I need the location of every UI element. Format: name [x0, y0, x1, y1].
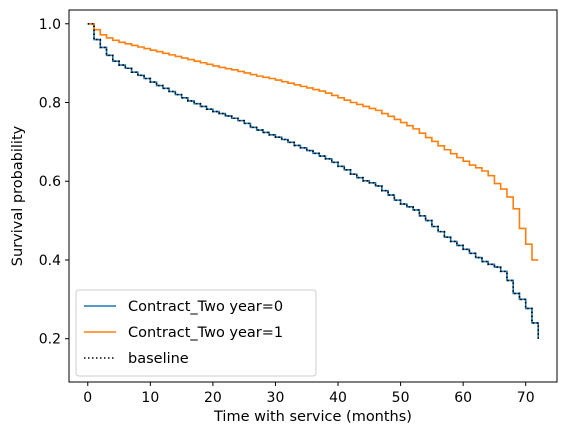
y-axis-ticks: 0.2 0.4 0.6 0.8 1.0 [39, 17, 69, 348]
plot-frame [68, 9, 558, 383]
x-axis-ticks: 0 10 20 30 40 50 60 70 [83, 382, 535, 406]
y-tick-label: 0.4 [39, 253, 61, 269]
x-tick-label: 40 [329, 390, 347, 406]
y-tick-label: 0.8 [39, 96, 61, 112]
y-tick-label: 0.2 [39, 332, 61, 348]
y-tick-label: 1.0 [39, 17, 61, 33]
series-line-2 [87, 22, 540, 339]
x-tick-label: 0 [83, 390, 92, 406]
legend-label: Contract_Two year=1 [128, 325, 283, 341]
x-tick-label: 20 [204, 390, 222, 406]
legend-label: baseline [128, 351, 189, 367]
legend: Contract_Two year=0 Contract_Two year=1 ba… [75, 289, 317, 377]
series-line-1 [87, 22, 539, 261]
y-axis-label: Survival probability [10, 125, 26, 266]
y-tick-label: 0.6 [39, 174, 61, 190]
legend-box [75, 289, 317, 377]
x-tick-label: 30 [267, 390, 285, 406]
x-tick-label: 10 [141, 390, 159, 406]
plot-lines [87, 22, 540, 339]
x-tick-label: 60 [454, 390, 472, 406]
legend-label: Contract_Two year=0 [128, 299, 283, 315]
x-axis-label: Time with service (months) [213, 409, 412, 425]
x-tick-label: 50 [392, 390, 410, 406]
x-tick-label: 70 [517, 390, 535, 406]
